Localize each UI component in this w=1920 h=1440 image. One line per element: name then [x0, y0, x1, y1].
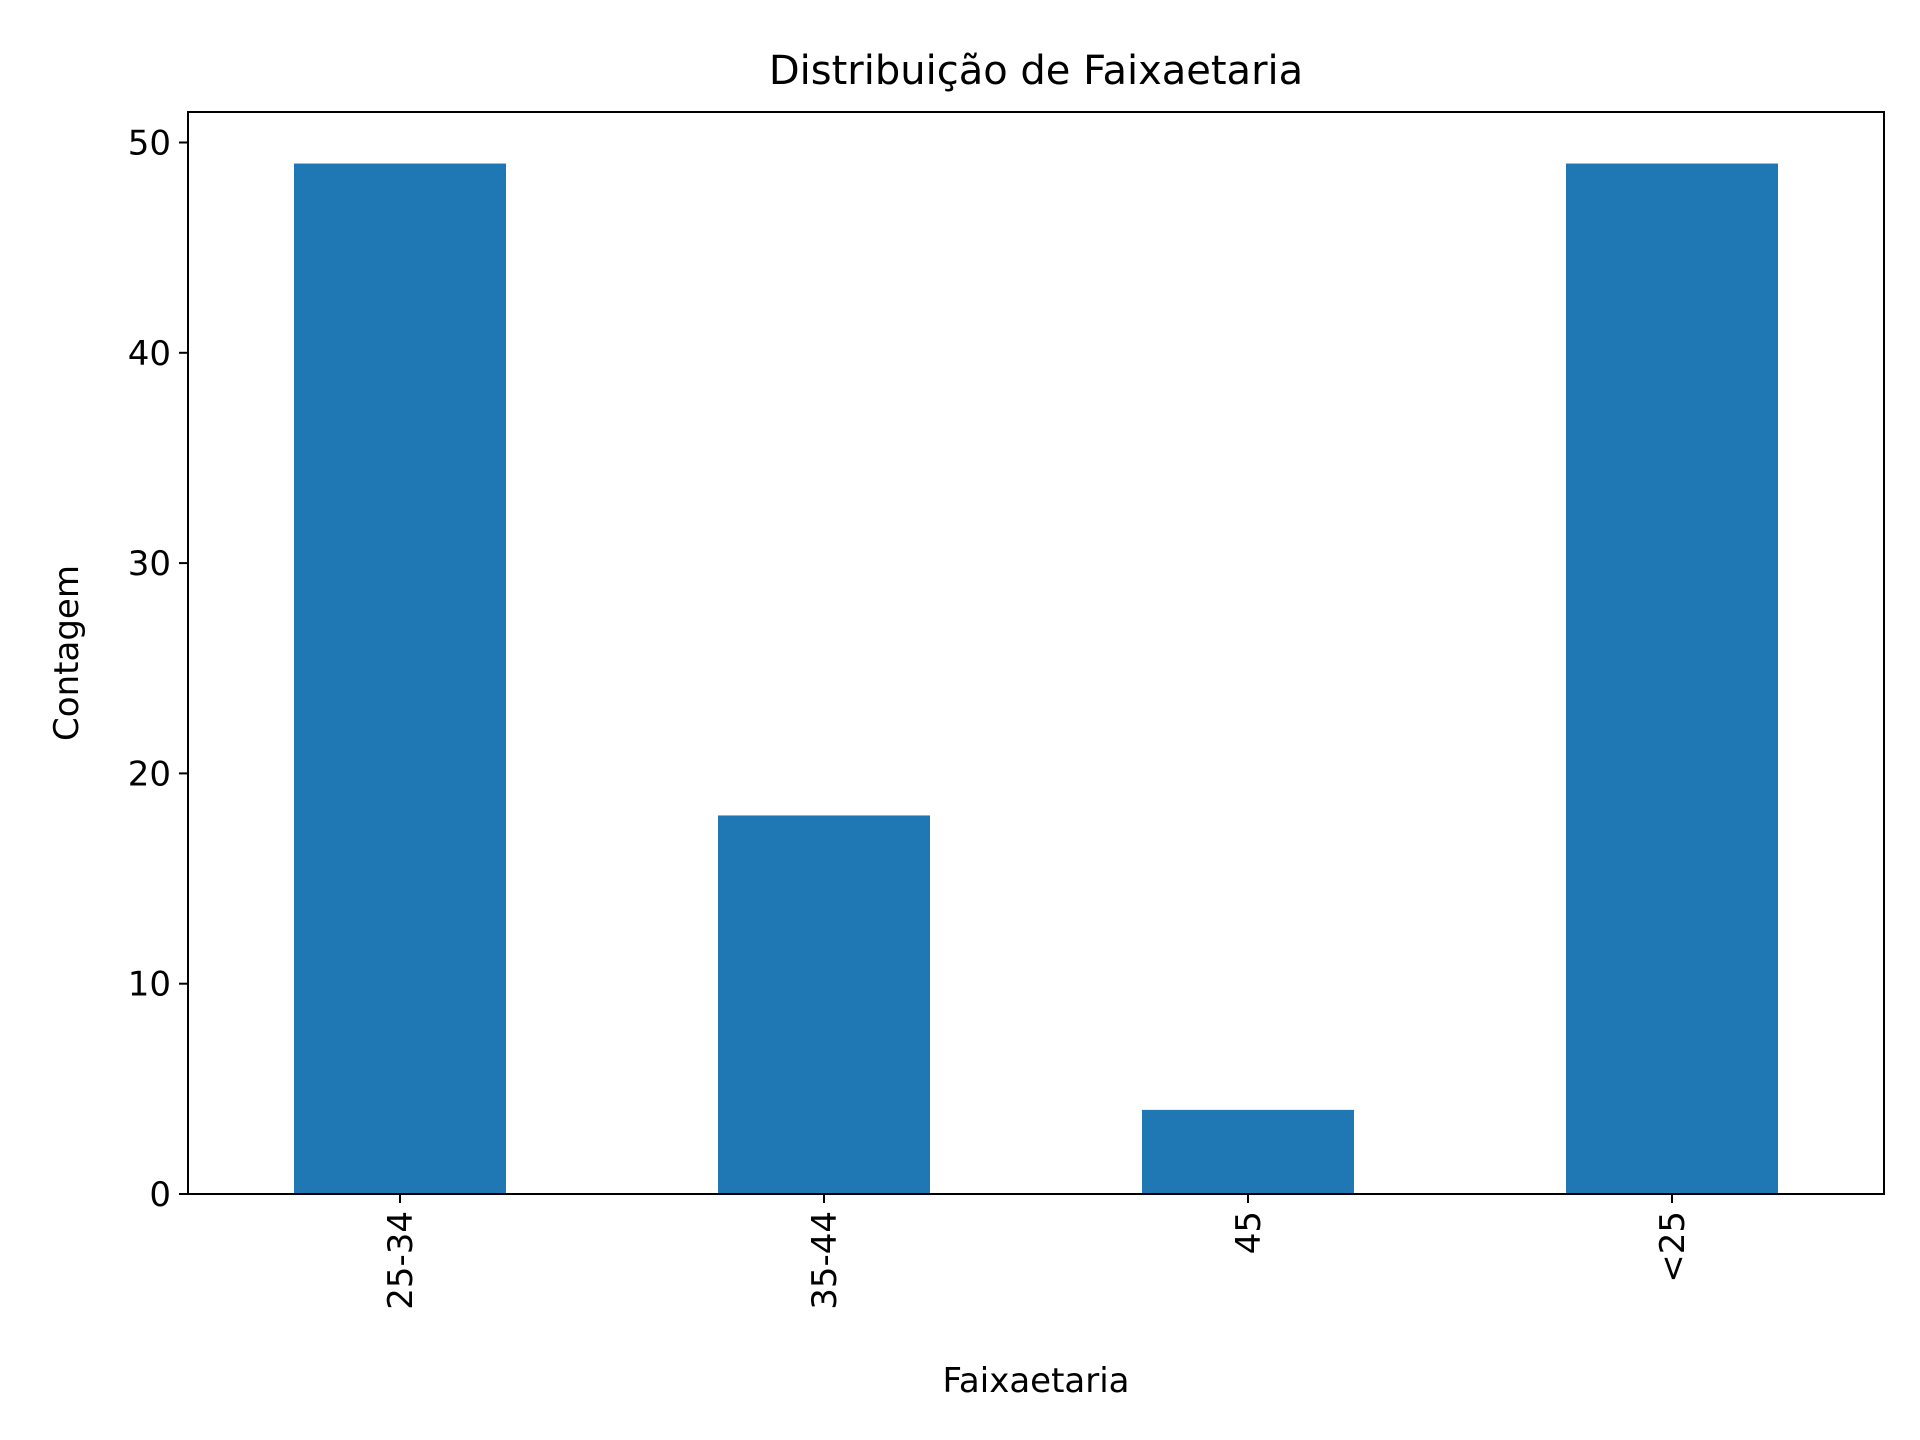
x-tick-label-1: 35-44 [805, 1211, 845, 1310]
y-axis: 0 10 20 30 40 50 [128, 123, 188, 1215]
x-tick-label-3: <25 [1653, 1211, 1693, 1283]
x-axis-label: Faixaetaria [942, 1361, 1129, 1401]
y-tick-label-3: 30 [128, 544, 171, 584]
y-tick-label-2: 20 [128, 754, 171, 794]
y-tick-label-0: 0 [149, 1175, 171, 1215]
y-axis-label: Contagem [47, 565, 87, 741]
plot-frame [187, 111, 1885, 1195]
y-tick-label-1: 10 [128, 965, 171, 1005]
x-tick-label-2: 45 [1229, 1211, 1269, 1254]
bars [294, 163, 1778, 1194]
y-tick-label-5: 50 [128, 123, 171, 163]
y-tick-label-4: 40 [128, 334, 171, 374]
x-axis: 25-34 35-44 45 <25 [381, 1194, 1693, 1310]
bar-3 [1566, 163, 1778, 1194]
bar-2 [1142, 1109, 1354, 1194]
chart-title: Distribuição de Faixaetaria [769, 48, 1303, 94]
bar-1 [718, 815, 930, 1194]
bar-0 [294, 163, 506, 1194]
x-tick-label-0: 25-34 [381, 1211, 421, 1310]
